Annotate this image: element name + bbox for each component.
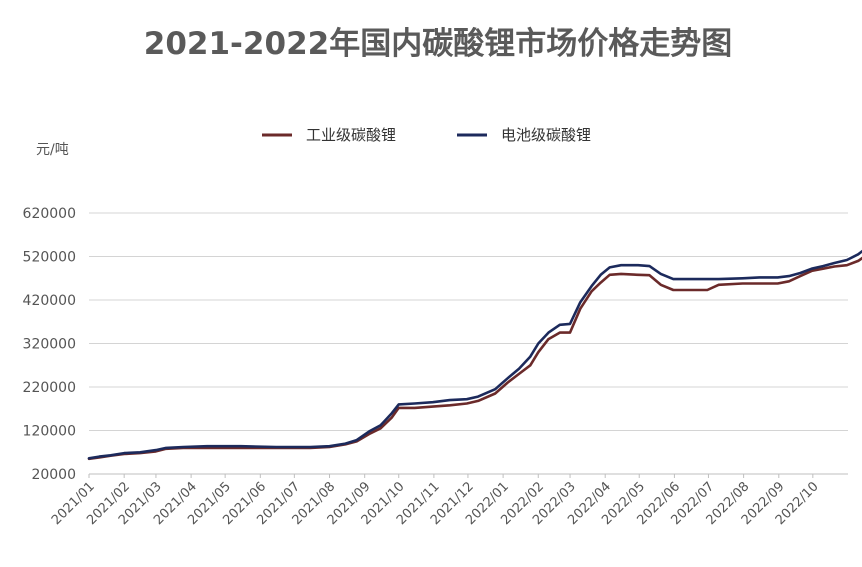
y-axis-ticks: 620000 520000 420000 320000 220000 120000 2000… — [23, 206, 76, 483]
legend-label-battery: 电池级碳酸锂 — [501, 126, 591, 144]
x-axis-ticks: 2021/012021/022021/032021/042021/052021/… — [49, 474, 822, 528]
series-line-industrial — [87, 256, 862, 461]
grid-lines — [89, 212, 848, 431]
y-tick-label: 320000 — [23, 337, 76, 353]
y-tick-label: 20000 — [31, 467, 76, 483]
y-tick-label: 520000 — [23, 250, 76, 266]
legend: 工业级碳酸锂 电池级碳酸锂 — [262, 126, 591, 144]
series-lines — [87, 249, 862, 461]
legend-label-industrial: 工业级碳酸锂 — [306, 126, 396, 144]
y-tick-label: 220000 — [23, 380, 76, 396]
y-tick-label: 420000 — [23, 293, 76, 309]
y-tick-label: 120000 — [23, 424, 76, 440]
chart-title: 2021-2022年国内碳酸锂市场价格走势图 — [144, 26, 732, 62]
series-line-battery — [87, 249, 862, 460]
y-axis-unit-label: 元/吨 — [36, 142, 69, 158]
y-tick-label: 620000 — [23, 206, 76, 222]
